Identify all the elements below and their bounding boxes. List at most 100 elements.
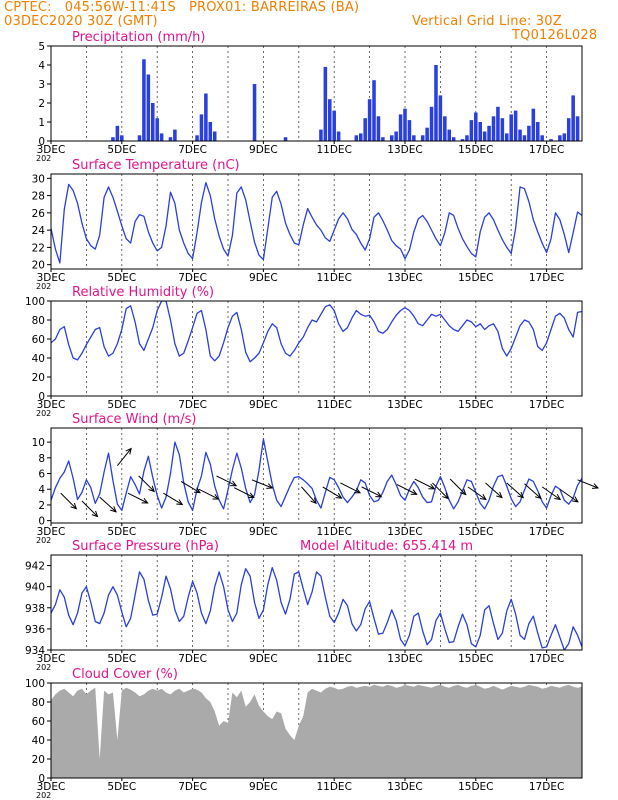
wind-arrow-shaft (396, 484, 417, 495)
wind-arrow-shaft (340, 482, 361, 494)
wind-arrow-head (110, 506, 117, 513)
press-line (51, 567, 582, 650)
wind-arrow-head (176, 499, 184, 506)
ytick-label: 22 (32, 242, 45, 254)
xtick-label: 11DEC (316, 399, 351, 411)
panel-temp: 20 22 24 26 28 30 3DEC 5DEC 7DEC 9DEC 11DEC 13DEC 15… (32, 158, 583, 291)
xtick-label: 5DEC (107, 526, 136, 538)
panel-annotation: Model Altitude: 655.414 m (300, 539, 473, 554)
xtick-label: 11DEC (316, 144, 351, 156)
wind-arrow-shaft (60, 492, 77, 510)
panel-press: 934 936 938 940 942 3DEC 5DEC 7DEC 9DEC 11DEC 13DE… (25, 539, 583, 672)
wind-arrow-head (335, 492, 343, 499)
xtick-label: 5DEC (107, 653, 136, 665)
ytick-label: 4 (38, 484, 45, 496)
wind-arrow-head (193, 487, 201, 494)
xtick-label: 5DEC (107, 144, 136, 156)
ytick-label: 20 (32, 260, 45, 272)
wind-arrow-head (459, 488, 467, 496)
xtick-label: 17DEC (529, 781, 564, 793)
wind-arrow-shaft (251, 479, 273, 489)
precip-bar (500, 118, 505, 141)
xtick-label: 15DEC (458, 144, 493, 156)
wind-arrow-head (410, 489, 418, 495)
ytick-label: 20 (32, 754, 45, 766)
precip-bar (474, 112, 478, 141)
panel-wind: 0 2 4 6 8 10 3DEC 5DEC 7DEC 9DEC 11DEC 13DEC 15DEC 17… (32, 412, 600, 545)
xtick-label: 13DEC (387, 272, 422, 284)
panel-title: Relative Humidity (%) (72, 285, 214, 300)
precip-bar (146, 74, 151, 141)
wind-arrow-head (479, 494, 487, 501)
panel-title: Cloud Cover (%) (72, 667, 178, 682)
xtick-year: 202 (36, 791, 51, 800)
precip-bar (120, 135, 124, 141)
precip-bar (522, 135, 527, 141)
wind-arrow (116, 447, 132, 466)
xtick-label: 7DEC (178, 144, 207, 156)
xtick-label: 3DEC (37, 781, 66, 793)
precip-bar (558, 135, 562, 141)
wind-arrow-head (517, 491, 525, 499)
wind-arrow-head (375, 491, 383, 498)
xtick-label: 7DEC (178, 526, 207, 538)
xtick-label: 15DEC (458, 653, 493, 665)
wind-arrow (180, 480, 201, 494)
wind-arrow-shaft (541, 486, 561, 500)
precip-bar (407, 120, 412, 141)
wind-arrow (559, 488, 579, 503)
precip-bar (518, 129, 522, 141)
xtick-label: 7DEC (178, 653, 207, 665)
xtick-label: 15DEC (458, 526, 493, 538)
xtick-label: 15DEC (458, 399, 493, 411)
ytick-label: 6 (38, 469, 45, 481)
ytick-label: 0 (38, 391, 45, 403)
xtick-label: 9DEC (249, 526, 278, 538)
precip-bar (323, 66, 328, 141)
ytick-label: 5 (38, 41, 45, 53)
wind-arrow-shaft (180, 480, 201, 494)
xtick-label: 5DEC (107, 781, 136, 793)
panel-frame (50, 300, 583, 397)
precip-bar (195, 135, 199, 141)
precip-bar (549, 139, 553, 141)
wind-arrow (506, 482, 525, 499)
wind-arrow (414, 478, 436, 490)
precip-bar (438, 95, 443, 141)
wind-arrow-shaft (127, 492, 148, 504)
ytick-label: 100 (25, 678, 45, 690)
xtick-label: 13DEC (387, 526, 422, 538)
ytick-label: 942 (25, 561, 45, 573)
wind-arrow (340, 482, 362, 494)
wind-arrow (541, 486, 562, 501)
xtick-label: 7DEC (178, 399, 207, 411)
ytick-label: 60 (32, 334, 45, 346)
precip-bar (487, 125, 491, 141)
precip-bar (168, 137, 173, 141)
precip-bar (204, 93, 208, 141)
ytick-label: 2 (38, 98, 45, 110)
precip-bar (381, 137, 385, 141)
xtick-label: 9DEC (249, 781, 278, 793)
precip-bar (398, 114, 403, 141)
wind-arrow-head (230, 480, 238, 487)
wind-arrow-head (247, 492, 255, 499)
wind-arrow-shaft (233, 487, 255, 498)
wind-arrow-head (125, 447, 132, 455)
wind-arrow-head (442, 492, 449, 500)
precip-bar (208, 122, 213, 141)
xtick-label: 11DEC (316, 653, 351, 665)
xtick-label: 5DEC (107, 399, 136, 411)
wind-arrow (361, 486, 383, 498)
precip-bar (491, 116, 496, 141)
panel-precip: 0 1 2 3 4 5 3DEC 5DEC 7DEC 9DEC 11DEC 13DEC 15DEC 17D… (36, 30, 583, 163)
wind-arrow-head (354, 487, 362, 494)
xtick-label: 7DEC (178, 781, 207, 793)
wind-arrow (396, 484, 418, 495)
precip-bar (505, 133, 509, 141)
panel-frame (50, 427, 583, 524)
rh-line (51, 301, 582, 363)
ytick-label: 10 (32, 437, 45, 449)
wind-arrow (467, 486, 487, 501)
wind-arrow-head (141, 497, 149, 504)
